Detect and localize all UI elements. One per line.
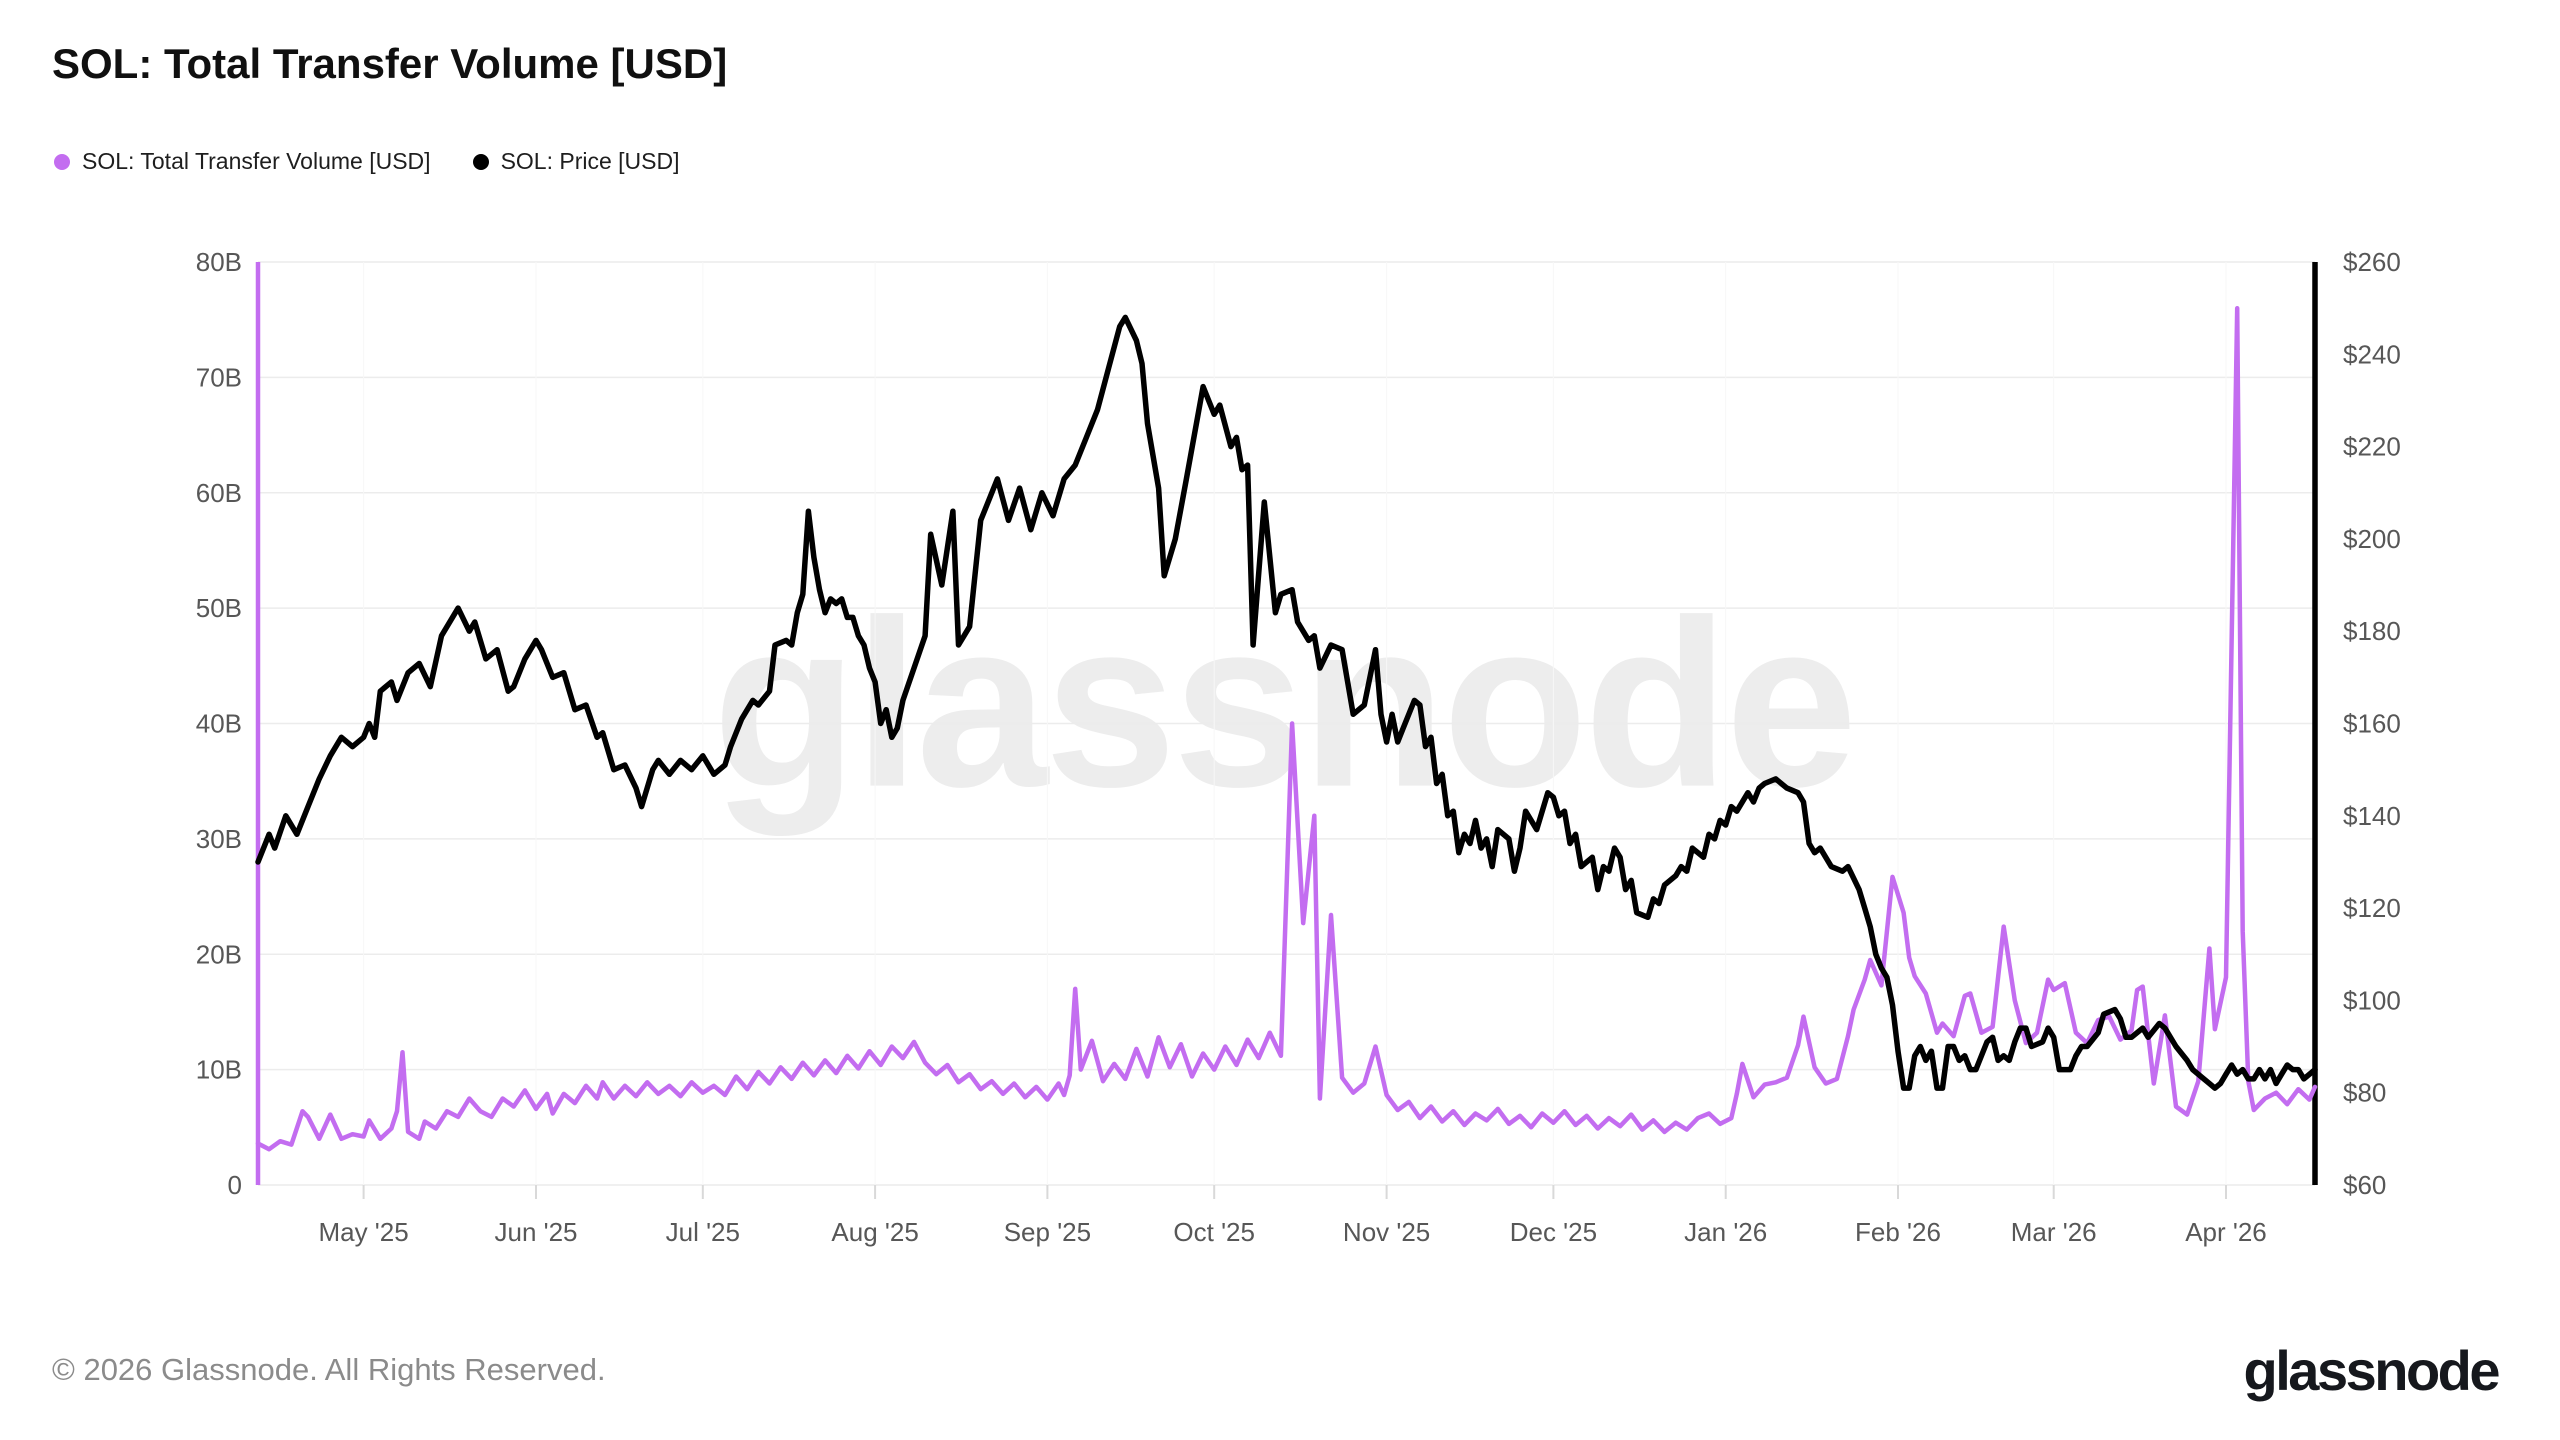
glassnode-logo: glassnode xyxy=(2243,1339,2501,1402)
left-axis-label: 80B xyxy=(196,247,242,277)
x-axis-label: Nov '25 xyxy=(1343,1217,1430,1247)
left-axis-label: 60B xyxy=(196,478,242,508)
x-axis-label: Jul '25 xyxy=(666,1217,740,1247)
x-axis-label: May '25 xyxy=(318,1217,408,1247)
left-axis-label: 50B xyxy=(196,593,242,623)
price-series-dot-icon xyxy=(472,153,489,170)
right-axis-label: $180 xyxy=(2343,616,2401,646)
copyright-text: © 2026 Glassnode. All Rights Reserved. xyxy=(52,1352,606,1387)
right-axis-label: $140 xyxy=(2343,801,2401,831)
legend-item-price[interactable]: SOL: Price [USD] xyxy=(472,148,680,175)
left-axis-label: 0 xyxy=(228,1170,242,1200)
legend: SOL: Total Transfer Volume [USD] SOL: Pr… xyxy=(54,148,680,175)
right-axis-label: $60 xyxy=(2343,1170,2386,1200)
page-title: SOL: Total Transfer Volume [USD] xyxy=(52,40,728,87)
x-axis-label: Feb '26 xyxy=(1855,1217,1941,1247)
right-axis-label: $260 xyxy=(2343,247,2401,277)
x-axis-label: Mar '26 xyxy=(2011,1217,2097,1247)
left-axis-label: 40B xyxy=(196,709,242,739)
x-axis-label: Apr '26 xyxy=(2185,1217,2267,1247)
left-axis-label: 30B xyxy=(196,824,242,854)
x-axis-label: Aug '25 xyxy=(831,1217,918,1247)
x-axis-label: Jun '25 xyxy=(494,1217,577,1247)
right-axis-label: $100 xyxy=(2343,985,2401,1015)
right-axis-label: $160 xyxy=(2343,709,2401,739)
right-axis-label: $240 xyxy=(2343,339,2401,369)
legend-label-transfer-volume: SOL: Total Transfer Volume [USD] xyxy=(82,148,431,174)
x-axis-label: Sep '25 xyxy=(1004,1217,1091,1247)
x-axis-label: Jan '26 xyxy=(1684,1217,1767,1247)
price-line xyxy=(255,314,2318,1091)
left-axis-label: 20B xyxy=(196,939,242,969)
legend-item-transfer-volume[interactable]: SOL: Total Transfer Volume [USD] xyxy=(54,148,431,175)
volume-line xyxy=(255,305,2318,1152)
volume-series-dot-icon xyxy=(54,153,70,170)
left-axis-label: 70B xyxy=(196,362,242,392)
right-axis-label: $200 xyxy=(2343,524,2401,554)
left-axis-label: 10B xyxy=(196,1055,242,1085)
x-axis-label: Oct '25 xyxy=(1173,1217,1255,1247)
right-axis-label: $80 xyxy=(2343,1078,2386,1108)
right-axis-label: $120 xyxy=(2343,893,2401,923)
x-axis-label: Dec '25 xyxy=(1510,1217,1597,1247)
legend-label-price: SOL: Price [USD] xyxy=(500,148,680,174)
right-axis-label: $220 xyxy=(2343,432,2401,462)
